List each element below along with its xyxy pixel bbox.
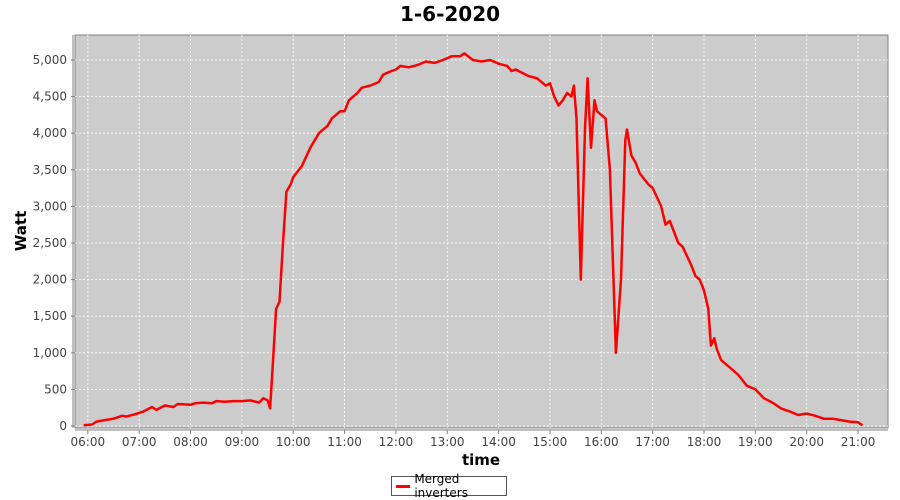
y-tick-label: 4,500 xyxy=(33,90,67,104)
y-tick-label: 3,500 xyxy=(33,163,67,177)
plot-area xyxy=(74,34,889,429)
x-tick-label: 19:00 xyxy=(738,435,773,449)
x-tick-label: 15:00 xyxy=(533,435,568,449)
y-tick-label: 0 xyxy=(59,419,67,433)
y-tick-label: 1,000 xyxy=(33,346,67,360)
y-tick-label: 2,000 xyxy=(33,273,67,287)
legend: Merged inverters xyxy=(391,472,507,500)
x-tick-label: 18:00 xyxy=(687,435,722,449)
y-tick-label: 4,000 xyxy=(33,126,67,140)
x-tick-label: 06:00 xyxy=(71,435,106,449)
axes: 0 500 1,000 1,500 2,000 2,500 3,000 3,500 4,000 4… xyxy=(33,35,888,449)
x-tick-label: 14:00 xyxy=(481,435,516,449)
gridlines xyxy=(75,35,888,428)
y-tick-label: 1,500 xyxy=(33,309,67,323)
x-axis-label: time xyxy=(462,451,500,469)
y-tick-label: 3,000 xyxy=(33,199,67,213)
x-tick-label: 16:00 xyxy=(584,435,619,449)
chart-title: 1-6-2020 xyxy=(399,2,501,26)
x-tick-label: 08:00 xyxy=(173,435,208,449)
x-tick-label: 10:00 xyxy=(276,435,311,449)
x-tick-label: 09:00 xyxy=(225,435,260,449)
y-tick-label: 2,500 xyxy=(33,236,67,250)
x-tick-label: 20:00 xyxy=(789,435,824,449)
x-tick-label: 13:00 xyxy=(430,435,465,449)
legend-swatch xyxy=(396,484,411,488)
x-tick-label: 17:00 xyxy=(635,435,670,449)
series-line-merged-inverters xyxy=(83,52,864,427)
x-tick-label: 21:00 xyxy=(841,435,876,449)
x-tick-label: 12:00 xyxy=(379,435,414,449)
y-tick-label: 5,000 xyxy=(33,53,67,67)
x-tick-label: 11:00 xyxy=(327,435,362,449)
x-tick-label: 07:00 xyxy=(122,435,157,449)
y-tick-label: 500 xyxy=(44,382,67,396)
y-axis-label: Watt xyxy=(12,211,30,251)
legend-label: Merged inverters xyxy=(414,472,468,500)
